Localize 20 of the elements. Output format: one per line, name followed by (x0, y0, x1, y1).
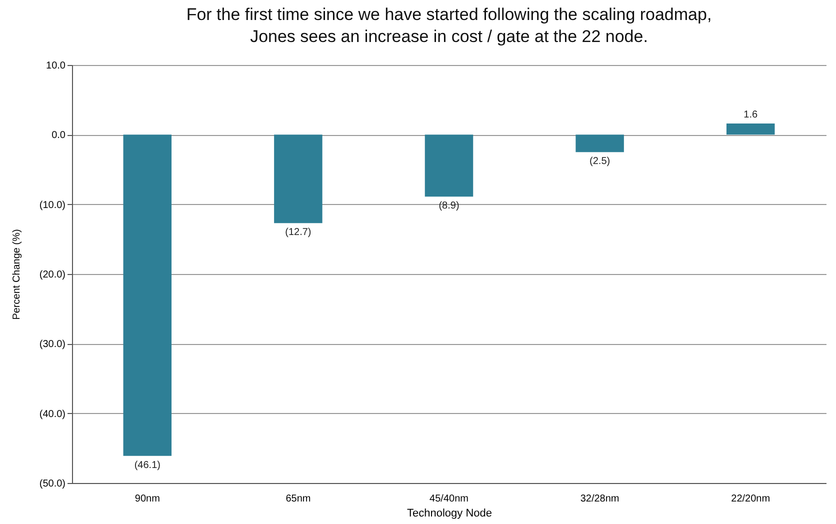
y-tick-label: 10.0 (46, 60, 66, 72)
y-tick-label: (50.0) (39, 478, 66, 490)
y-axis-title: Percent Change (%) (11, 229, 22, 320)
data-label: (46.1) (134, 460, 160, 471)
x-axis-title: Technology Node (406, 508, 492, 520)
x-tick-label: 65nm (286, 494, 311, 504)
data-label: (12.7) (285, 227, 312, 238)
y-tick-label: 0.0 (52, 130, 66, 142)
y-tick-label: (40.0) (39, 408, 66, 420)
data-label: (2.5) (590, 156, 610, 168)
x-tick-label: 22/20nm (731, 494, 770, 504)
y-tick-label: (10.0) (39, 200, 66, 211)
x-tick-label: 45/40nm (430, 494, 468, 504)
data-label: 1.6 (744, 110, 758, 121)
data-label: (8.9) (438, 200, 460, 212)
y-tick-label: (30.0) (39, 339, 66, 350)
x-tick-label: 90nm (134, 494, 160, 504)
x-tick-label: 32/28nm (580, 494, 620, 504)
y-tick-label: (20.0) (39, 270, 66, 280)
chart-title: For the first time since we have started following the scaling roadmap, Jones sees an increase in cost / gate at the 22 node. (186, 5, 712, 46)
